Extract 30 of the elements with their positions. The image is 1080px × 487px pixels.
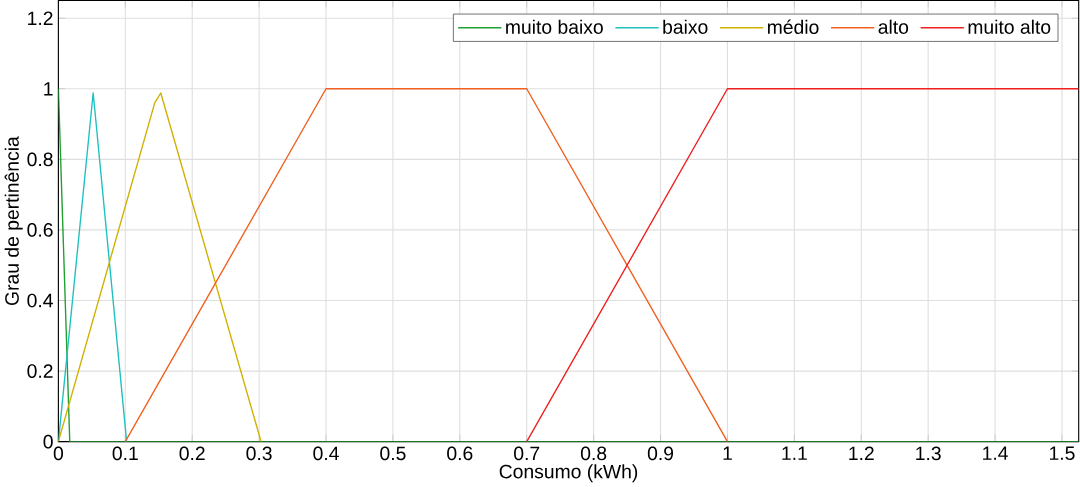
- x-tick-label: 0.5: [380, 446, 406, 461]
- legend-label: médio: [767, 19, 819, 35]
- x-tick-label: 1.1: [782, 446, 807, 460]
- x-tick-label: 0.3: [246, 446, 272, 461]
- y-tick-label: 1: [44, 82, 53, 96]
- x-tick-label: 1.5: [1050, 446, 1075, 461]
- x-tick-label: 0.8: [580, 446, 607, 461]
- y-tick-label: 0.2: [27, 364, 53, 379]
- x-tick-label: 0.2: [179, 446, 205, 461]
- x-tick-label: 1.4: [983, 446, 1008, 460]
- x-tick-label: 0.4: [313, 446, 339, 461]
- x-tick-label: 1.2: [849, 446, 874, 461]
- x-tick-label: 0.7: [514, 446, 540, 461]
- y-tick-label: 0.8: [27, 152, 53, 167]
- legend-label: muito alto: [968, 19, 1051, 34]
- y-tick-label: 0: [43, 434, 53, 449]
- x-tick-label: 0.1: [112, 446, 138, 461]
- y-tick-label: 0.4: [27, 293, 53, 308]
- legend-label: alto: [878, 19, 909, 34]
- x-tick-label: 0.6: [447, 446, 473, 461]
- y-tick-label: 1.2: [28, 11, 53, 26]
- x-tick-label: 0: [53, 446, 64, 461]
- y-tick-label: 0.6: [27, 223, 53, 237]
- x-axis-title: Consumo (kWh): [499, 464, 638, 483]
- y-axis-title: Grau de pertinência: [4, 136, 23, 306]
- legend-label: muito baixo: [506, 19, 603, 34]
- x-tick-label: 1.3: [916, 446, 941, 461]
- x-tick-label: 0.9: [647, 446, 674, 461]
- legend-label: baixo: [663, 19, 708, 34]
- x-tick-label: 1: [723, 446, 732, 460]
